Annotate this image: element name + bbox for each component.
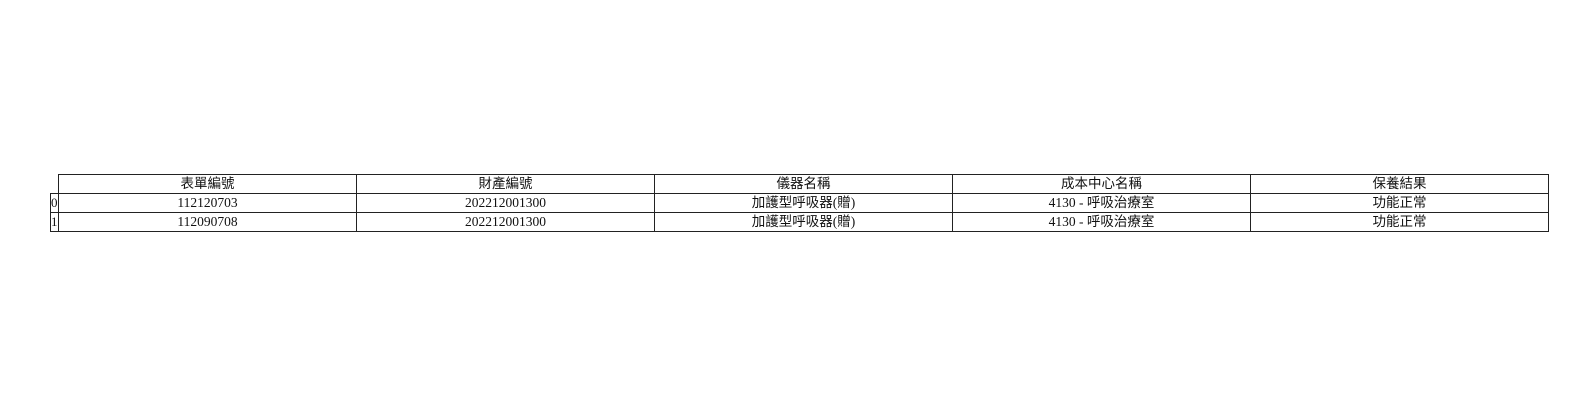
cell-cost-center-name: 4130 - 呼吸治療室 bbox=[952, 212, 1251, 232]
table-header-row: 表單編號 財產編號 儀器名稱 成本中心名稱 保養結果 bbox=[50, 174, 1549, 194]
table-row: 1 112090708 202212001300 加護型呼吸器(贈) 4130 … bbox=[50, 212, 1549, 232]
maintenance-records-table: 表單編號 財產編號 儀器名稱 成本中心名稱 保養結果 0 112120703 2… bbox=[50, 174, 1549, 232]
maintenance-records-table-container: 表單編號 財產編號 儀器名稱 成本中心名稱 保養結果 0 112120703 2… bbox=[50, 174, 1549, 232]
row-index: 1 bbox=[50, 212, 59, 232]
index-header-blank bbox=[50, 174, 59, 194]
cell-maintenance-result: 功能正常 bbox=[1250, 212, 1549, 232]
row-index: 0 bbox=[50, 193, 59, 213]
cell-form-number: 112090708 bbox=[58, 212, 357, 232]
column-header-form-number: 表單編號 bbox=[58, 174, 357, 194]
column-header-maintenance-result: 保養結果 bbox=[1250, 174, 1549, 194]
cell-cost-center-name: 4130 - 呼吸治療室 bbox=[952, 193, 1251, 213]
cell-property-number: 202212001300 bbox=[356, 193, 655, 213]
cell-instrument-name: 加護型呼吸器(贈) bbox=[654, 212, 953, 232]
cell-maintenance-result: 功能正常 bbox=[1250, 193, 1549, 213]
column-header-instrument-name: 儀器名稱 bbox=[654, 174, 953, 194]
column-header-cost-center-name: 成本中心名稱 bbox=[952, 174, 1251, 194]
table-row: 0 112120703 202212001300 加護型呼吸器(贈) 4130 … bbox=[50, 193, 1549, 213]
cell-form-number: 112120703 bbox=[58, 193, 357, 213]
cell-instrument-name: 加護型呼吸器(贈) bbox=[654, 193, 953, 213]
column-header-property-number: 財產編號 bbox=[356, 174, 655, 194]
cell-property-number: 202212001300 bbox=[356, 212, 655, 232]
